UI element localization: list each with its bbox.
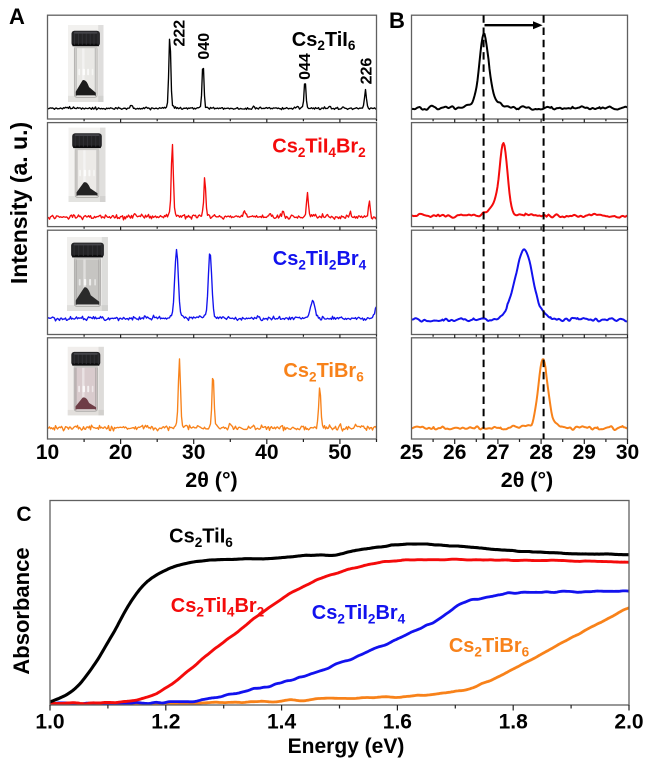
svg-text:Energy (eV): Energy (eV): [288, 735, 405, 758]
svg-text:Intensity (a. u.): Intensity (a. u.): [6, 122, 32, 284]
svg-text:A: A: [9, 4, 25, 29]
svg-text:040: 040: [196, 33, 213, 60]
svg-text:222: 222: [172, 20, 189, 47]
svg-text:Cs2​TiI2​Br4​: Cs2​TiI2​Br4​: [312, 602, 406, 626]
svg-text:1.4: 1.4: [267, 711, 297, 734]
svg-text:Absorbance: Absorbance: [9, 547, 34, 674]
svg-text:25: 25: [400, 441, 424, 464]
svg-text:29: 29: [573, 441, 596, 464]
svg-text:27: 27: [486, 441, 509, 464]
svg-text:B: B: [389, 8, 405, 33]
svg-text:2θ (°): 2θ (°): [501, 468, 553, 492]
svg-text:1.8: 1.8: [499, 711, 529, 734]
svg-text:C: C: [16, 503, 31, 526]
svg-text:Cs2​TiBr6​: Cs2​TiBr6​: [283, 360, 364, 384]
svg-text:30: 30: [616, 441, 639, 464]
svg-text:1.2: 1.2: [151, 711, 180, 734]
svg-text:10: 10: [36, 441, 59, 464]
svg-text:Cs2​TiI6​: Cs2​TiI6​: [292, 29, 356, 53]
svg-text:Cs2​TiI2​Br4​: Cs2​TiI2​Br4​: [273, 248, 367, 272]
svg-text:Cs2​TiI4​Br2​: Cs2​TiI4​Br2​: [272, 136, 366, 160]
svg-text:Cs2​TiBr6​: Cs2​TiBr6​: [449, 635, 530, 659]
svg-text:30: 30: [182, 441, 205, 464]
svg-text:Cs2​TiI6​: Cs2​TiI6​: [169, 526, 233, 550]
svg-text:26: 26: [443, 441, 466, 464]
svg-text:50: 50: [328, 441, 351, 464]
svg-text:1.6: 1.6: [383, 711, 412, 734]
svg-text:2θ (°): 2θ (°): [185, 468, 237, 492]
svg-text:Cs2​TiI4​Br2​: Cs2​TiI4​Br2​: [171, 595, 265, 619]
svg-text:20: 20: [109, 441, 132, 464]
svg-text:226: 226: [359, 58, 376, 85]
svg-text:2.0: 2.0: [614, 711, 643, 734]
svg-text:1.0: 1.0: [35, 711, 64, 734]
svg-text:28: 28: [529, 441, 553, 464]
svg-text:40: 40: [255, 441, 278, 464]
svg-text:044: 044: [297, 53, 314, 80]
